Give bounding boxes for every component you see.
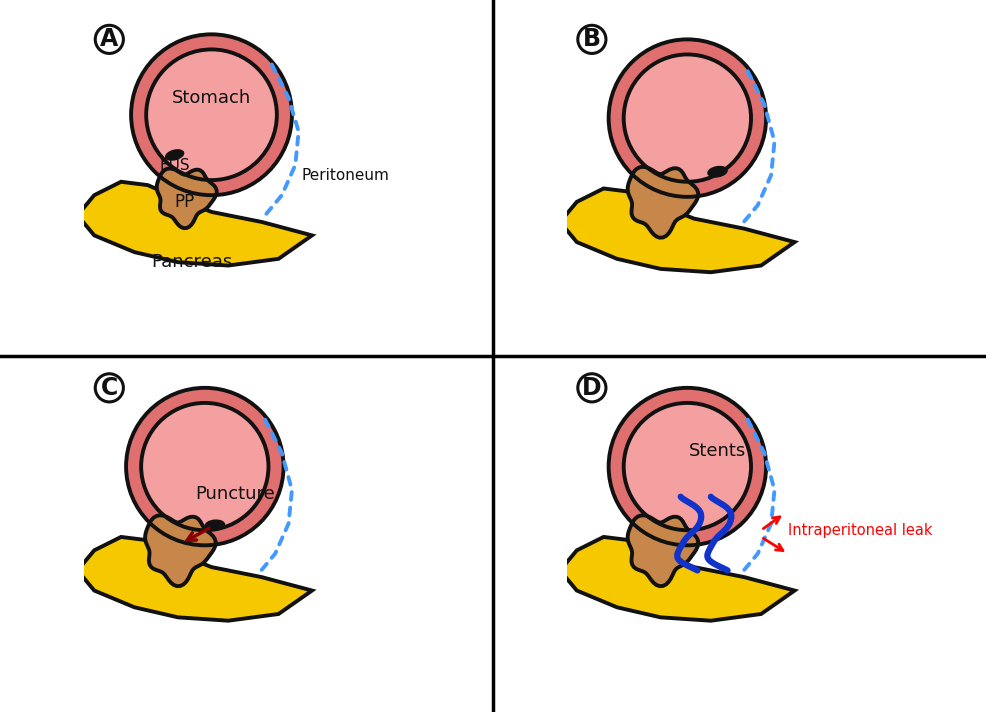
Text: D: D — [582, 376, 601, 400]
Polygon shape — [560, 189, 795, 272]
Polygon shape — [560, 537, 795, 621]
Circle shape — [624, 54, 751, 182]
Polygon shape — [145, 515, 216, 586]
Circle shape — [608, 39, 766, 197]
Text: Pancreas: Pancreas — [151, 253, 232, 271]
Circle shape — [141, 403, 268, 530]
Circle shape — [624, 403, 751, 530]
Ellipse shape — [205, 520, 225, 530]
Ellipse shape — [166, 150, 183, 160]
Text: PP: PP — [175, 193, 195, 211]
Circle shape — [131, 34, 292, 195]
Text: C: C — [101, 376, 118, 400]
Ellipse shape — [708, 167, 727, 177]
Text: Puncture: Puncture — [195, 486, 275, 503]
Circle shape — [146, 49, 277, 180]
Text: EUS: EUS — [160, 157, 190, 172]
Polygon shape — [628, 515, 698, 586]
Polygon shape — [628, 167, 698, 238]
Polygon shape — [78, 182, 312, 266]
Text: Intraperitoneal leak: Intraperitoneal leak — [788, 523, 933, 538]
Polygon shape — [157, 169, 217, 228]
Text: Peritoneum: Peritoneum — [302, 167, 389, 182]
Text: A: A — [101, 27, 118, 51]
Text: B: B — [583, 27, 600, 51]
Text: Stents: Stents — [689, 442, 746, 460]
Text: Stomach: Stomach — [172, 89, 251, 107]
Circle shape — [126, 388, 284, 545]
Polygon shape — [78, 537, 312, 621]
Circle shape — [608, 388, 766, 545]
